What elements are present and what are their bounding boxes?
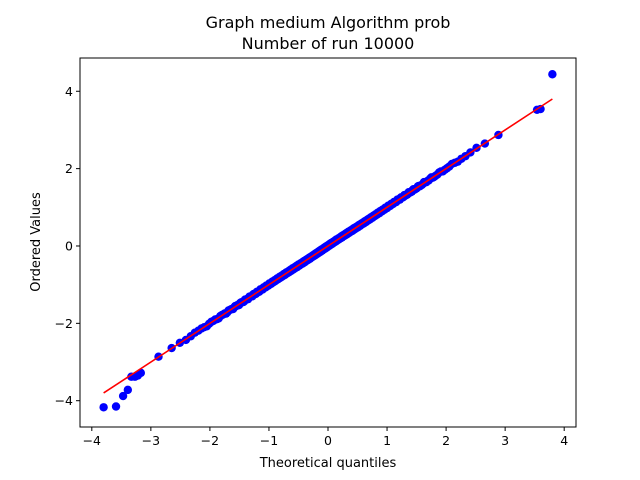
x-tick-label: −2 [201,433,219,448]
data-point [99,403,108,412]
x-tick-label: 2 [442,433,450,448]
y-axis-label: Ordered Values [29,192,44,292]
y-tick-label: 0 [65,238,73,253]
y-tick-label: 4 [65,84,73,99]
x-tick-label: −1 [260,433,278,448]
y-axis-ticks: −4 −2 0 2 4 [55,84,80,408]
data-point [111,402,121,411]
x-tick-label: 4 [560,433,568,448]
data-point [548,70,557,79]
chart-title-line-2: Number of run 10000 [242,34,415,53]
x-tick-label: 1 [383,433,391,448]
x-axis-label: Theoretical quantiles [259,456,397,471]
fit-line [103,98,553,394]
data-point [536,104,545,114]
plot-area [99,70,557,412]
y-tick-label: −2 [55,316,73,331]
x-tick-label: −3 [142,433,160,448]
x-axis-ticks: −4 −3 −2 −1 0 1 2 3 4 [83,427,568,448]
data-point [123,385,133,395]
chart-title-line-1: Graph medium Algorithm prob [206,13,451,32]
data-point [118,391,128,401]
y-tick-label: 2 [65,161,73,176]
x-tick-label: −4 [83,433,101,448]
x-tick-label: 3 [501,433,509,448]
x-tick-label: 0 [324,433,332,448]
y-tick-label: −4 [55,393,73,408]
